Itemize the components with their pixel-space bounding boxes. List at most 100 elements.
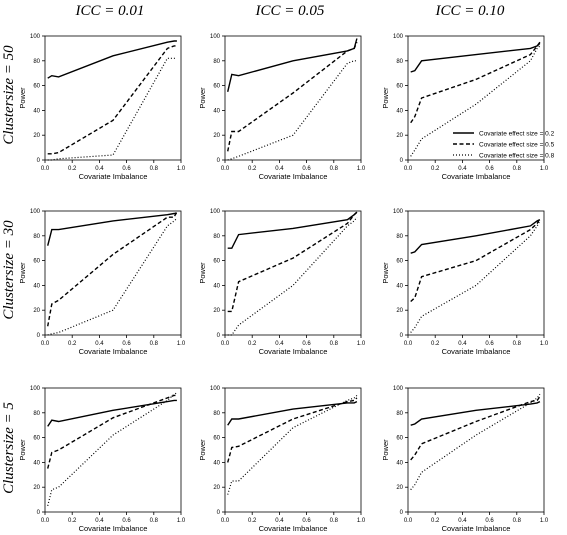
- y-tick-label: 80: [396, 234, 403, 240]
- series-line-2: [47, 217, 178, 336]
- x-tick-label: 0.8: [150, 341, 159, 347]
- x-tick-label: 0.0: [221, 166, 230, 172]
- x-tick-label: 0.8: [330, 518, 339, 524]
- plot-frame: [44, 35, 182, 161]
- x-tick-label: 0.2: [68, 518, 77, 524]
- x-tick-label: 0.8: [513, 341, 522, 347]
- x-tick-label: 0.2: [68, 341, 77, 347]
- x-axis-title: Covariate Imbalance: [259, 347, 328, 356]
- y-tick-label: 0: [37, 510, 41, 516]
- y-axis-title: Power: [381, 262, 390, 284]
- x-axis-title: Covariate Imbalance: [442, 524, 511, 533]
- y-tick-label: 80: [213, 234, 220, 240]
- x-tick-label: 0.6: [485, 166, 494, 172]
- series-line-0: [227, 400, 358, 426]
- y-tick-label: 60: [396, 84, 403, 90]
- series-line-2: [47, 392, 178, 506]
- y-tick-label: 40: [213, 108, 220, 114]
- panel-r1-c2: 0.0 0.2 0.4 0.6 0.8 1.0 0 20 40 60 80 100 Covariate …: [381, 209, 549, 356]
- x-axis-title: Covariate Imbalance: [259, 172, 328, 181]
- plot-frame: [224, 210, 362, 336]
- y-tick-label: 80: [33, 59, 40, 65]
- series-line-2: [410, 393, 541, 491]
- series-line-1: [410, 42, 541, 124]
- x-tick-label: 0.6: [302, 341, 311, 347]
- x-tick-label: 0.0: [404, 341, 413, 347]
- series-line-0: [410, 400, 541, 426]
- x-tick-label: 0.0: [41, 166, 50, 172]
- column-header-0: ICC = 0.01: [75, 3, 145, 19]
- x-tick-label: 0.8: [330, 166, 339, 172]
- x-tick-label: 0.0: [41, 341, 50, 347]
- y-tick-label: 0: [400, 510, 404, 516]
- plot-frame: [407, 35, 545, 161]
- x-tick-label: 1.0: [357, 518, 366, 524]
- y-axis-title: Power: [18, 439, 27, 461]
- series-line-0: [227, 38, 358, 92]
- series-line-2: [227, 394, 358, 495]
- x-tick-label: 0.8: [150, 166, 159, 172]
- y-tick-label: 20: [396, 133, 403, 139]
- y-tick-label: 60: [213, 259, 220, 265]
- y-tick-label: 0: [217, 158, 221, 164]
- y-tick-label: 0: [217, 333, 221, 339]
- y-tick-label: 20: [213, 485, 220, 491]
- x-axis-title: Covariate Imbalance: [79, 347, 148, 356]
- y-axis-title: Power: [198, 87, 207, 109]
- x-tick-label: 1.0: [540, 341, 549, 347]
- y-tick-label: 100: [210, 34, 221, 40]
- x-tick-label: 0.0: [221, 341, 230, 347]
- x-tick-label: 0.4: [95, 166, 104, 172]
- panels: 0.0 0.2 0.4 0.6 0.8 1.0 0 20 40 60 80 100 Covariate …: [18, 34, 549, 533]
- x-tick-label: 0.2: [248, 518, 257, 524]
- x-tick-label: 0.4: [458, 341, 467, 347]
- series-line-0: [410, 219, 541, 254]
- y-axis-title: Power: [198, 439, 207, 461]
- series-line-1: [410, 396, 541, 461]
- x-axis-title: Covariate Imbalance: [442, 347, 511, 356]
- x-axis-title: Covariate Imbalance: [442, 172, 511, 181]
- x-tick-label: 0.4: [458, 518, 467, 524]
- y-tick-label: 60: [33, 259, 40, 265]
- y-tick-label: 100: [30, 209, 41, 215]
- y-axis-title: Power: [198, 262, 207, 284]
- y-tick-label: 20: [33, 485, 40, 491]
- column-header-1: ICC = 0.05: [255, 3, 325, 19]
- y-tick-label: 20: [396, 308, 403, 314]
- panel-r0-c1: 0.0 0.2 0.4 0.6 0.8 1.0 0 20 40 60 80 100 Covariate …: [198, 34, 366, 181]
- panel-r1-c0: 0.0 0.2 0.4 0.6 0.8 1.0 0 20 40 60 80 100 Covariate …: [18, 209, 186, 356]
- y-tick-label: 40: [33, 283, 40, 289]
- x-tick-label: 1.0: [357, 166, 366, 172]
- x-tick-label: 0.4: [95, 341, 104, 347]
- x-tick-label: 0.4: [275, 341, 284, 347]
- y-tick-label: 20: [396, 485, 403, 491]
- series-line-2: [410, 45, 541, 157]
- x-tick-label: 0.6: [122, 341, 131, 347]
- panel-r2-c1: 0.0 0.2 0.4 0.6 0.8 1.0 0 20 40 60 80 100 Covariate …: [198, 386, 366, 533]
- y-tick-label: 40: [396, 460, 403, 466]
- row-header-2: Clustersize = 5: [1, 402, 17, 494]
- x-tick-label: 0.0: [404, 166, 413, 172]
- y-tick-label: 40: [213, 283, 220, 289]
- x-tick-label: 0.4: [95, 518, 104, 524]
- panel-r1-c1: 0.0 0.2 0.4 0.6 0.8 1.0 0 20 40 60 80 100 Covariate …: [198, 209, 366, 356]
- x-tick-label: 0.6: [302, 166, 311, 172]
- y-tick-label: 60: [396, 259, 403, 265]
- plot-frame: [407, 387, 545, 513]
- y-tick-label: 80: [213, 59, 220, 65]
- y-tick-label: 0: [217, 510, 221, 516]
- y-tick-label: 100: [393, 34, 404, 40]
- x-tick-label: 0.6: [485, 518, 494, 524]
- y-tick-label: 40: [396, 283, 403, 289]
- legend: Covariate effect size = 0.2 Covariate ef…: [453, 131, 555, 160]
- x-tick-label: 1.0: [540, 518, 549, 524]
- x-tick-label: 0.0: [404, 518, 413, 524]
- panel-r2-c2: 0.0 0.2 0.4 0.6 0.8 1.0 0 20 40 60 80 100 Covariate …: [381, 386, 549, 533]
- y-tick-label: 100: [210, 209, 221, 215]
- x-tick-label: 0.2: [248, 341, 257, 347]
- x-tick-label: 1.0: [177, 518, 186, 524]
- x-tick-label: 0.6: [122, 518, 131, 524]
- y-axis-title: Power: [18, 87, 27, 109]
- x-tick-label: 0.6: [302, 518, 311, 524]
